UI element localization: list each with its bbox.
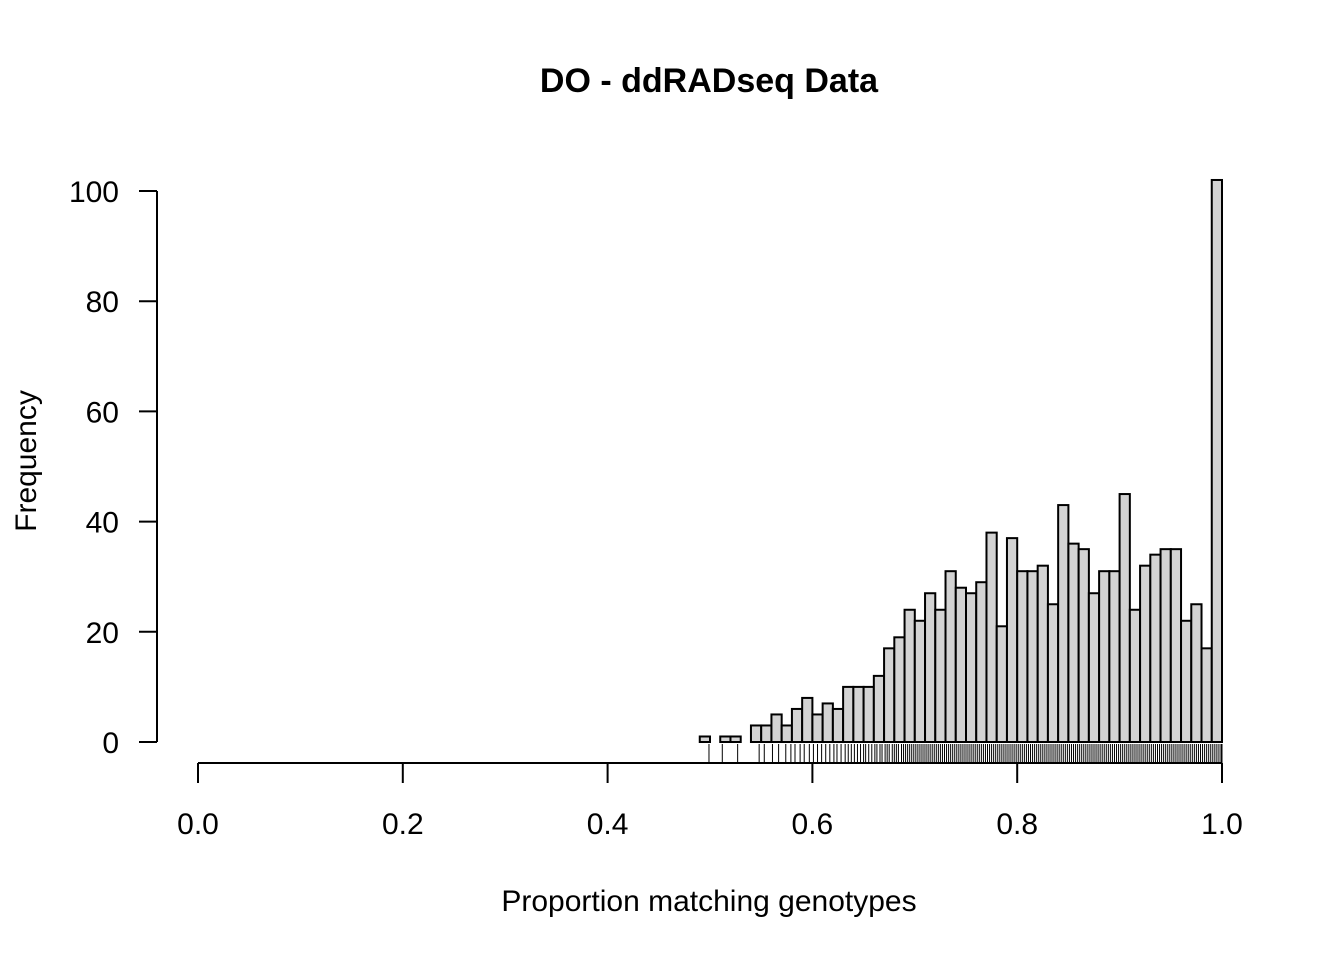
histogram-bar — [872, 674, 886, 744]
histogram-bar — [1026, 570, 1039, 743]
y-tick-label: 100 — [69, 176, 119, 209]
histogram-bar — [1046, 603, 1060, 743]
histogram-bar — [975, 581, 988, 744]
x-tick-label: 0.2 — [382, 808, 424, 841]
histogram-bar — [1067, 542, 1080, 744]
histogram-bar — [1005, 537, 1019, 743]
histogram-bar — [729, 735, 742, 743]
histogram-bar — [1016, 570, 1029, 743]
x-tick-label: 1.0 — [1201, 808, 1243, 841]
y-tick-label: 40 — [86, 507, 119, 540]
histogram-bar — [1077, 548, 1090, 744]
rug-group — [708, 744, 1223, 763]
histogram-bar — [1169, 548, 1183, 744]
histogram-bar — [862, 685, 875, 744]
histogram-bar — [1118, 493, 1131, 743]
histogram-bar — [760, 724, 773, 743]
histogram-bar — [831, 707, 845, 744]
y-tick-label: 20 — [86, 617, 119, 650]
y-tick-label: 0 — [102, 727, 119, 760]
bars-group — [698, 178, 1224, 744]
histogram-bar — [1087, 592, 1101, 743]
histogram-bar — [965, 592, 978, 743]
x-tick-label: 0.8 — [996, 808, 1038, 841]
histogram-bar — [821, 702, 834, 743]
histogram-bar — [842, 685, 855, 744]
y-axis-label: Frequency — [10, 390, 43, 532]
histogram-bar — [893, 636, 906, 743]
histogram-bar — [1108, 570, 1121, 743]
x-axis: 0.0 0.2 0.4 0.6 0.8 1.0 — [177, 762, 1243, 841]
histogram-bar — [780, 724, 793, 743]
histogram-bar — [954, 586, 968, 743]
histogram-bar — [719, 735, 732, 743]
histogram-bar — [985, 531, 998, 743]
x-tick-label: 0.4 — [587, 808, 629, 841]
histogram-bar — [770, 713, 783, 744]
histogram-bar — [883, 647, 896, 744]
histogram-bar — [934, 608, 947, 744]
histogram-bar — [790, 707, 804, 744]
histogram-bar — [924, 592, 937, 743]
histogram-bar — [1057, 504, 1070, 743]
histogram-bar — [1200, 647, 1213, 744]
histogram-bar — [852, 685, 865, 744]
histogram-bar — [1036, 564, 1049, 743]
x-axis-label: Proportion matching genotypes — [501, 885, 916, 918]
histogram-bar — [1159, 548, 1172, 744]
y-tick-label: 60 — [86, 396, 119, 429]
histogram-bar — [903, 608, 916, 744]
histogram-bar — [1149, 553, 1162, 743]
histogram-bar — [811, 713, 824, 744]
histogram-bar — [1098, 570, 1111, 743]
histogram-bar — [944, 570, 957, 743]
x-tick-label: 0.6 — [792, 808, 834, 841]
chart-title: DO - ddRADseq Data — [540, 62, 879, 100]
x-tick-label: 0.0 — [177, 808, 219, 841]
histogram-bar — [1128, 608, 1142, 744]
histogram-bar — [698, 735, 712, 743]
histogram-bar — [1210, 178, 1224, 744]
y-tick-label: 80 — [86, 286, 119, 319]
y-axis: 0 20 40 60 80 100 — [69, 176, 158, 760]
histogram-bar — [995, 625, 1008, 743]
histogram-bar — [1190, 603, 1203, 743]
histogram-bar — [801, 696, 814, 743]
histogram-bar — [1139, 564, 1152, 743]
histogram-bar — [913, 619, 927, 744]
histogram-bar — [1180, 619, 1193, 744]
histogram-bar — [749, 724, 763, 743]
